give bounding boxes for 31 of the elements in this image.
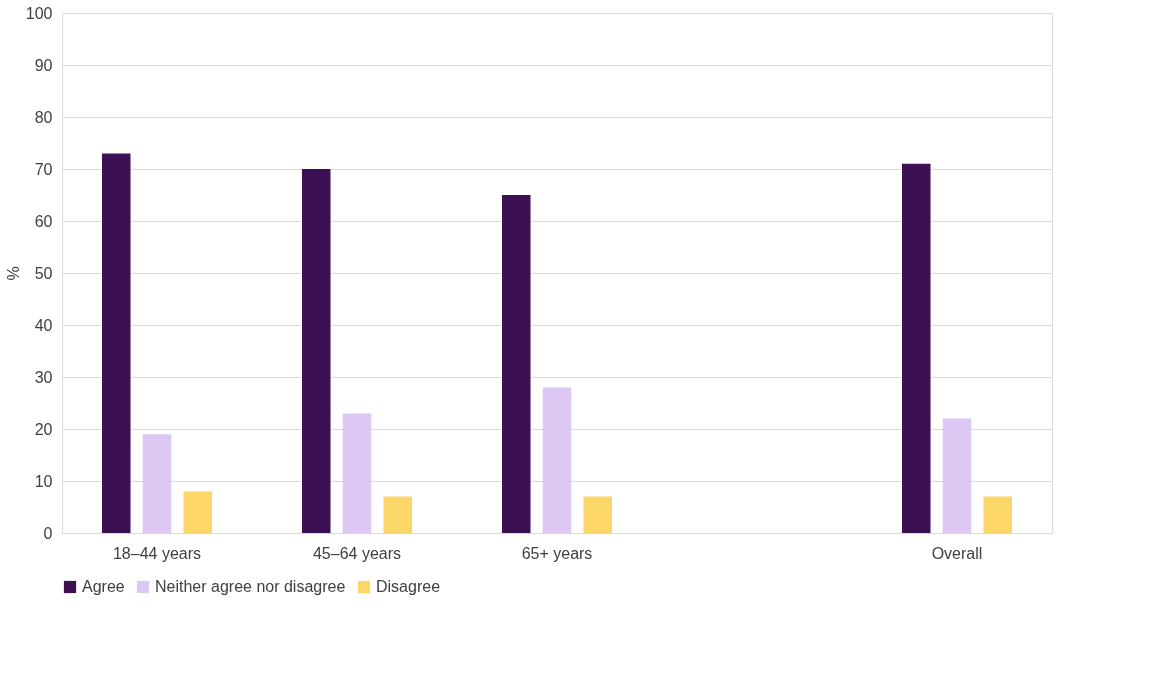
legend-label: Disagree xyxy=(376,578,441,595)
y-tick-label: 80 xyxy=(34,108,53,126)
bar xyxy=(542,387,572,533)
bar xyxy=(183,491,212,533)
legend-label: Neither agree nor disagree xyxy=(155,578,346,595)
legend-label: Agree xyxy=(82,578,125,595)
bar xyxy=(942,418,972,533)
bar xyxy=(383,496,412,533)
x-tick-label: 65+ years xyxy=(521,544,593,562)
x-tick-label: 45–64 years xyxy=(312,544,402,562)
bar xyxy=(142,434,172,533)
bar xyxy=(902,163,931,533)
bar xyxy=(302,169,331,533)
y-tick-label: 70 xyxy=(34,160,53,178)
y-tick-label: 20 xyxy=(34,420,53,438)
bar xyxy=(502,195,531,533)
bar xyxy=(102,153,131,533)
x-tick-label: 18–44 years xyxy=(112,544,202,562)
bar xyxy=(583,496,612,533)
y-axis-title: % xyxy=(4,266,22,281)
bar xyxy=(342,413,372,533)
y-tick-label: 10 xyxy=(34,472,53,490)
y-tick-label: 90 xyxy=(34,56,53,74)
y-tick-label: 0 xyxy=(43,524,53,542)
y-tick-label: 60 xyxy=(34,212,53,230)
bar xyxy=(983,496,1012,533)
x-tick-label: Overall xyxy=(931,544,983,562)
y-tick-label: 40 xyxy=(34,316,53,334)
y-tick-label: 30 xyxy=(34,368,53,386)
y-tick-label: 100 xyxy=(25,4,53,22)
y-tick-label: 50 xyxy=(34,264,53,282)
